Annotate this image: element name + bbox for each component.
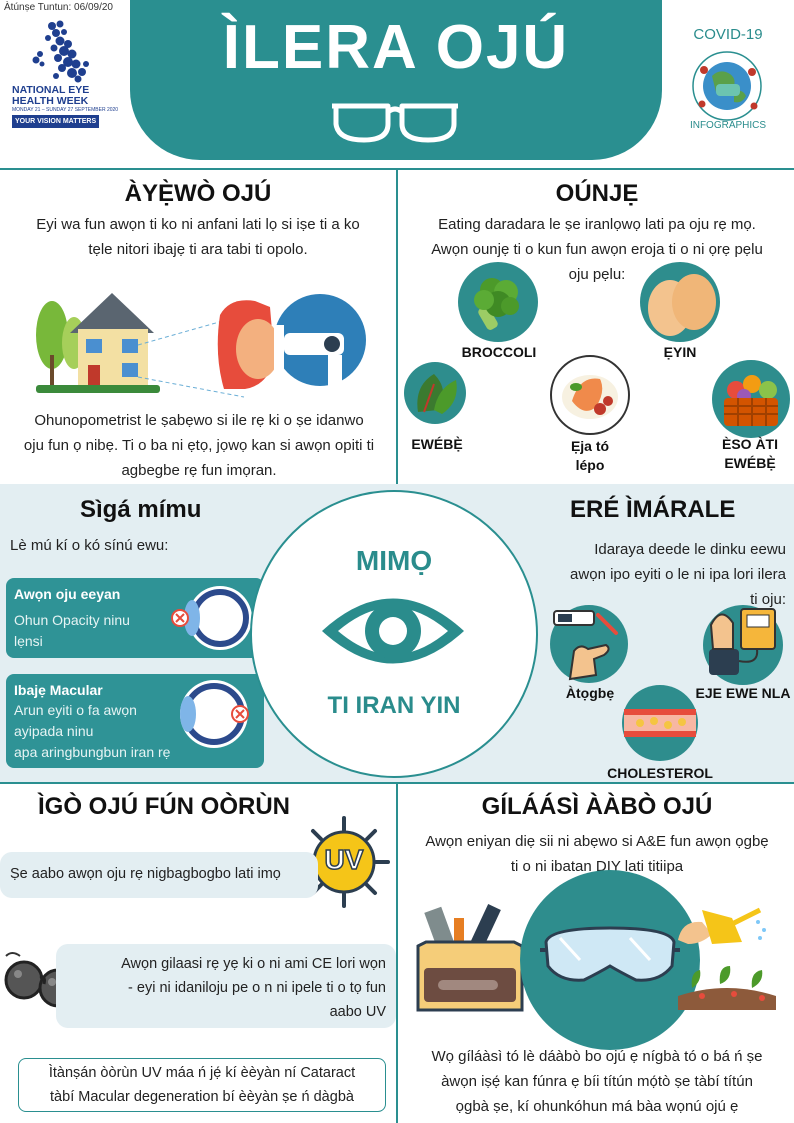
eye-test-body: Ohunopometrist le ṣabẹwo si ile rẹ ki o … (23, 412, 375, 479)
center-circle (250, 490, 538, 778)
exercise-heading: ERÉ ÌMÁRALE (570, 496, 736, 523)
covid-infographics-badge: COVID-19 INFOGRAPHICS (672, 18, 782, 138)
divider (396, 170, 398, 484)
greens-label: EWÉBẸ̀ (411, 436, 463, 452)
fruit-label: ÈSO ÀTI EWÉBẸ̀ (721, 436, 778, 471)
eye-icon (318, 586, 468, 681)
update-date: Àtúnṣe Tuntun: 06/09/20 (4, 2, 113, 13)
uk-map-icon (32, 20, 89, 83)
greens-icon (404, 362, 466, 424)
nehw-text: NATIONAL EYE HEALTH WEEK MONDAY 21 – SUN… (12, 85, 120, 128)
uv-badge: UV (324, 843, 364, 876)
eye-macula-icon (170, 676, 260, 757)
blood-pressure-label: EJE EWE NLA (695, 685, 791, 701)
diabetes-icon (550, 605, 628, 683)
food-heading: OÚNJẸ (555, 180, 639, 207)
divider (0, 168, 794, 170)
tree-icon (36, 301, 68, 369)
smoking-intro: Lè mú kí o kó sínú ewu: (10, 537, 169, 554)
nehw-logo (12, 18, 120, 138)
food-intro: Eating daradara le ṣe iranlọwọ lati pa o… (431, 216, 763, 283)
sun-tip-1: Ṣe aabo awọn oju rẹ nigbagbogbo lati imọ (0, 852, 318, 898)
eye-cross-section-icon (166, 582, 256, 659)
mask-icon (716, 84, 740, 96)
covid-label: COVID-19 (693, 26, 763, 43)
eggs-icon (640, 262, 720, 342)
diabetes-label: Àtọgbẹ (565, 685, 615, 701)
eggs-label: ẸYIN (663, 344, 697, 360)
smoking-heading: Sìgá mímu (80, 496, 202, 523)
fish-label: Ẹja tó lépo (570, 438, 610, 473)
fruit-basket-icon (712, 360, 790, 438)
uv-warning-box: Ìtànṣán òòrùn UV máa ń jẹ́ kí èèyàn ní C… (18, 1058, 386, 1112)
house-icon (70, 293, 154, 333)
home-eye-test-illustration (30, 285, 370, 405)
blood-pressure-icon (703, 605, 783, 685)
safety-goggles-icon (540, 920, 680, 995)
uv-sun-icon: UV (296, 814, 392, 915)
broccoli-icon (458, 262, 538, 342)
divider (0, 782, 794, 784)
goggles-body: Wọ gíláàsì tó lè dáàbò bo ojú ẹ nígbà tó… (431, 1048, 763, 1115)
cholesterol-icon (622, 685, 698, 761)
cholesterol-label: CHOLESTEROL (607, 765, 713, 781)
center-subtitle: TI IRAN YIN (327, 692, 461, 719)
divider (396, 784, 398, 1123)
page-title: ÌLERA OJÚ (222, 13, 570, 82)
eye-test-intro: Eyi wa fun awọn ti ko ni anfani lati lọ … (36, 216, 360, 258)
center-title: MIMỌ (355, 545, 433, 576)
fish-icon (550, 355, 630, 435)
eye-test-heading: ÀYẸ̀WÒ OJÚ (124, 180, 272, 207)
toolbox-icon (414, 898, 526, 1023)
goggles-intro: Awọn eniyan diẹ sii ni abẹwo si A&E fun … (425, 833, 769, 875)
broccoli-label: BROCCOLI (461, 344, 537, 360)
goggles-heading: GÍLÁÁSÌ ÀÀBÒ OJÚ (481, 793, 713, 820)
sun-heading: ÌGÒ OJÚ FÚN OÒRÙN (38, 793, 291, 820)
infographics-label: INFOGRAPHICS (689, 120, 767, 131)
exercise-intro: Idaraya deede le dinku eewu awọn ipo eyi… (570, 541, 786, 608)
garden-icon (672, 900, 782, 1015)
sun-tip-2: Awọn gilaasi rẹ yẹ ki o ni ami CE lori w… (56, 944, 396, 1028)
header-banner (130, 0, 662, 160)
glasses-icon (330, 100, 460, 151)
